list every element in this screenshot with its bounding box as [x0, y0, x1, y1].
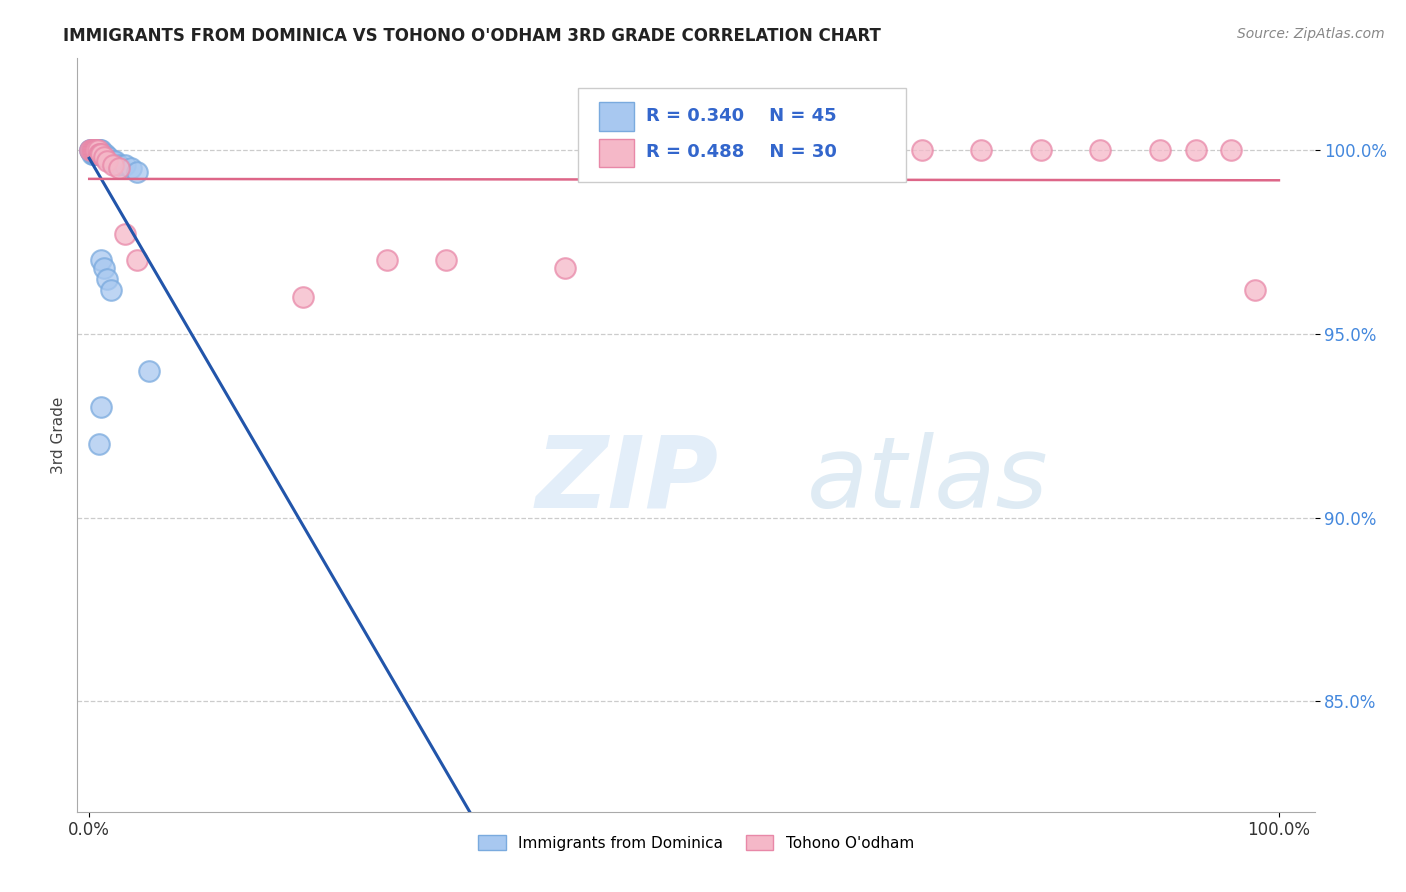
Bar [599, 138, 634, 168]
Point [79, 143, 101, 157]
Point [911, 143, 934, 157]
Point [93, 260, 115, 275]
Point [82, 143, 104, 157]
Point [86, 143, 108, 157]
Point [90, 146, 112, 161]
Point [114, 158, 136, 172]
Point [673, 143, 696, 157]
Point [84, 143, 107, 157]
Point [1184, 143, 1206, 157]
Point [84, 146, 107, 161]
Point [93, 146, 115, 161]
FancyBboxPatch shape [578, 88, 907, 182]
Text: atlas: atlas [807, 432, 1049, 529]
Point [87, 437, 110, 451]
Point [82, 146, 104, 161]
Point [1029, 143, 1052, 157]
Point [1090, 143, 1112, 157]
Point [93, 150, 115, 164]
Point [120, 161, 142, 176]
Point [434, 253, 457, 268]
Point [86, 143, 108, 157]
Point [86, 146, 108, 161]
Point [970, 143, 993, 157]
Point [96, 271, 118, 285]
Point [83, 146, 105, 161]
Point [84, 143, 107, 157]
Point [79, 143, 101, 157]
Point [89, 146, 111, 161]
Point [101, 153, 124, 168]
Point [93, 146, 115, 161]
Point [108, 158, 131, 172]
Point [91, 146, 114, 161]
Text: IMMIGRANTS FROM DOMINICA VS TOHONO O'ODHAM 3RD GRADE CORRELATION CHART: IMMIGRANTS FROM DOMINICA VS TOHONO O'ODH… [63, 27, 882, 45]
Point [86, 143, 108, 157]
Point [114, 227, 136, 242]
Point [87, 146, 110, 161]
Point [83, 143, 105, 157]
Point [97, 150, 120, 164]
Point [89, 146, 111, 161]
Point [80, 143, 103, 157]
Point [100, 283, 122, 297]
Point [87, 143, 110, 157]
Point [100, 153, 122, 168]
Text: ZIP: ZIP [536, 432, 718, 529]
Point [101, 158, 124, 172]
Point [292, 290, 315, 304]
Bar [599, 103, 634, 131]
Point [82, 143, 104, 157]
Point [82, 143, 104, 157]
Text: R = 0.488    N = 30: R = 0.488 N = 30 [647, 144, 838, 161]
Y-axis label: 3rd Grade: 3rd Grade [51, 396, 66, 474]
Point [87, 146, 110, 161]
Point [375, 253, 398, 268]
Point [125, 165, 148, 179]
Point [792, 143, 814, 157]
Point [83, 143, 105, 157]
Legend: Immigrants from Dominica, Tohono O'odham: Immigrants from Dominica, Tohono O'odham [472, 829, 920, 857]
Point [86, 146, 108, 161]
Text: Source: ZipAtlas.com: Source: ZipAtlas.com [1237, 27, 1385, 41]
Point [80, 146, 103, 161]
Text: R = 0.340    N = 45: R = 0.340 N = 45 [647, 107, 837, 125]
Point [108, 161, 131, 176]
Point [104, 153, 127, 168]
Point [83, 143, 105, 157]
Point [80, 143, 103, 157]
Point [1220, 143, 1243, 157]
Point [80, 143, 103, 157]
Point [96, 153, 118, 168]
Point [84, 143, 107, 157]
Point [125, 253, 148, 268]
Point [138, 363, 160, 377]
Point [90, 143, 112, 157]
Point [87, 146, 110, 161]
Point [1244, 283, 1267, 297]
Point [79, 143, 101, 157]
Point [96, 150, 118, 164]
Point [90, 401, 112, 415]
Point [554, 260, 576, 275]
Point [86, 143, 108, 157]
Point [1149, 143, 1171, 157]
Point [90, 253, 112, 268]
Point [90, 146, 112, 161]
Point [89, 143, 111, 157]
Point [86, 143, 108, 157]
